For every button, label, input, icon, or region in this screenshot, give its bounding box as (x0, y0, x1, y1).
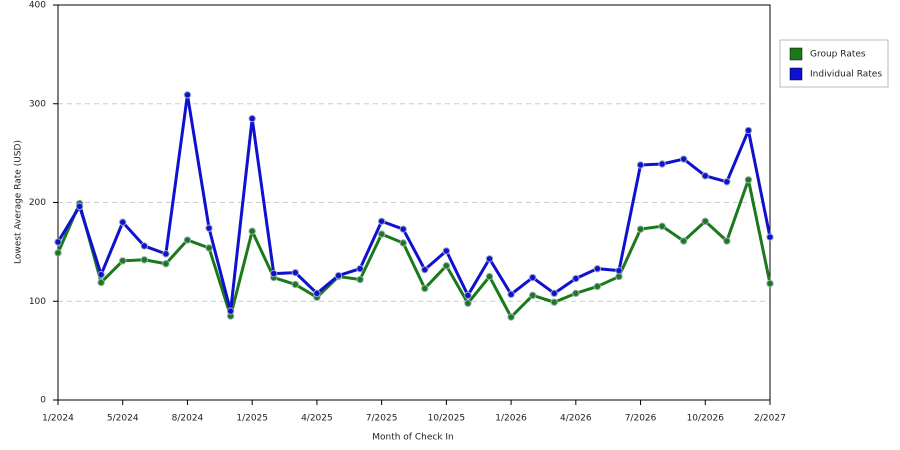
series-line (56, 93, 772, 313)
data-point (658, 160, 666, 168)
data-point (377, 217, 386, 225)
data-point (550, 298, 558, 306)
data-point (528, 291, 537, 300)
data-point (658, 222, 666, 230)
data-point (226, 307, 235, 315)
x-tick-label: 1/2026 (495, 414, 527, 424)
data-point (744, 176, 753, 184)
x-tick-label: 8/2024 (172, 414, 204, 424)
x-tick-label: 5/2024 (107, 414, 139, 424)
data-point (528, 273, 537, 282)
data-point (442, 247, 451, 255)
y-tick-label: 300 (29, 99, 46, 109)
y-tick-label: 200 (29, 198, 46, 208)
y-axis-label: Lowest Average Rate (USD) (14, 140, 24, 264)
plot-frame (57, 4, 771, 401)
data-point (399, 225, 407, 233)
x-axis-label: Month of Check In (372, 433, 454, 443)
data-point (679, 155, 688, 163)
data-point (572, 289, 580, 298)
data-point (701, 172, 709, 180)
data-point (54, 249, 62, 257)
data-point (356, 275, 364, 284)
x-tick-label: 10/2026 (687, 414, 725, 424)
data-point (464, 299, 472, 307)
data-point (356, 264, 364, 273)
data-point (766, 233, 774, 241)
x-tick-label: 7/2026 (625, 414, 657, 424)
data-point (162, 250, 170, 258)
data-point (97, 278, 105, 287)
legend-label: Individual Rates (810, 70, 882, 80)
data-point (248, 114, 256, 123)
data-point (313, 289, 321, 298)
data-point (723, 237, 731, 245)
data-point (421, 265, 429, 274)
data-point (744, 126, 753, 135)
series-line (56, 178, 772, 319)
data-point (140, 242, 149, 250)
data-point (97, 270, 105, 279)
y-tick-label: 0 (40, 396, 46, 406)
data-point (205, 224, 213, 232)
data-point (140, 256, 149, 264)
data-point (205, 244, 213, 252)
data-point (421, 284, 429, 293)
y-tick-label: 100 (29, 297, 46, 307)
data-point (572, 274, 580, 283)
data-point (399, 239, 407, 247)
legend-label: Group Rates (810, 50, 866, 60)
data-point (701, 217, 709, 225)
x-tick-label: 4/2026 (560, 414, 592, 424)
data-point (377, 230, 386, 238)
y-tick-label: 400 (29, 1, 46, 11)
data-point (75, 202, 84, 211)
data-point (550, 289, 558, 298)
data-point (119, 257, 127, 265)
data-point (248, 227, 256, 235)
x-tick-label: 2/2027 (754, 414, 786, 424)
x-tick-label: 1/2024 (42, 414, 74, 424)
data-point (54, 238, 62, 246)
data-point (119, 218, 127, 226)
data-point (162, 260, 170, 268)
data-point (291, 268, 300, 277)
data-point (485, 272, 494, 281)
data-point (766, 279, 774, 288)
data-point (464, 291, 472, 300)
data-point (636, 225, 645, 233)
data-point (291, 280, 300, 289)
x-tick-label: 10/2025 (428, 414, 465, 424)
data-point (334, 271, 343, 280)
data-point (442, 262, 451, 270)
legend-swatch (789, 47, 803, 61)
data-point (485, 255, 494, 263)
data-point (615, 266, 623, 275)
x-tick-label: 1/2025 (236, 414, 268, 424)
data-point (636, 161, 645, 169)
data-point (270, 269, 278, 278)
data-point (723, 178, 731, 186)
data-point (593, 282, 602, 291)
data-point (593, 264, 602, 273)
data-point (183, 236, 192, 244)
data-point (507, 290, 515, 299)
data-point (507, 313, 515, 321)
data-point (183, 91, 192, 99)
x-tick-label: 7/2025 (366, 414, 398, 424)
legend-swatch (789, 67, 803, 81)
data-point (679, 237, 688, 245)
x-tick-label: 4/2025 (301, 414, 333, 424)
